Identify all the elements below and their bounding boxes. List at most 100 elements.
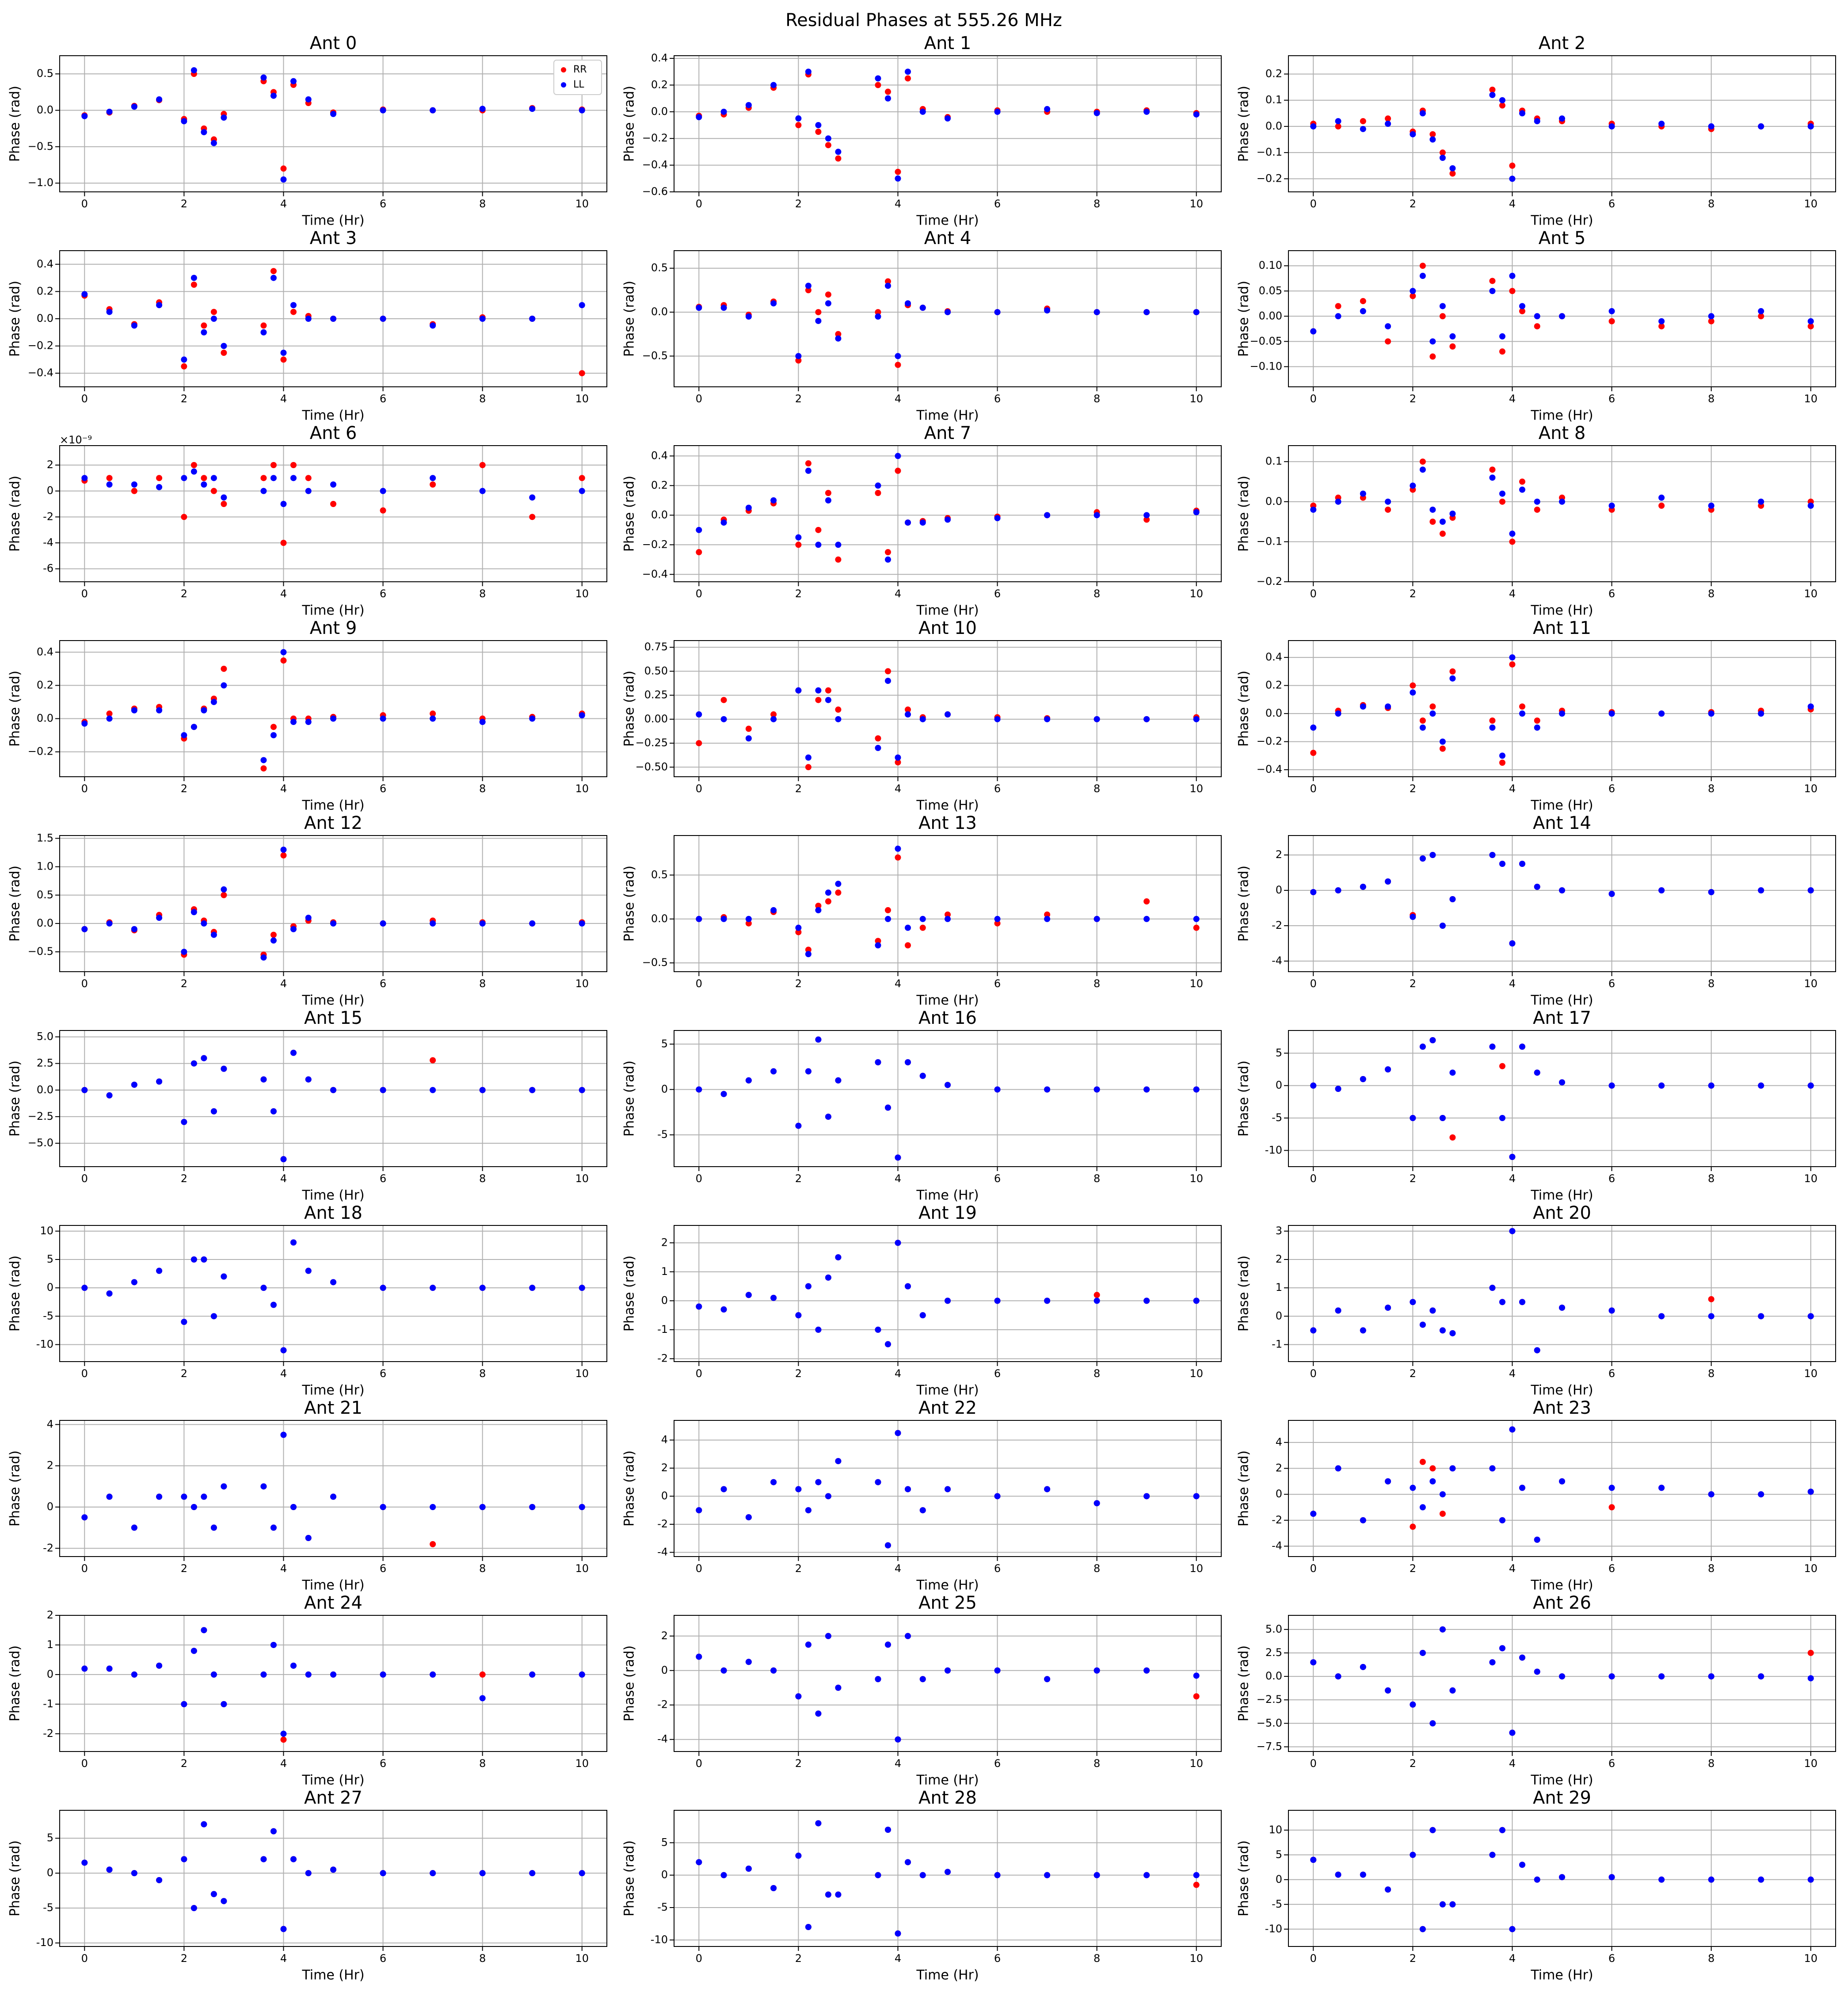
data-point	[579, 1870, 585, 1877]
x-tick-label: 4	[1509, 1952, 1516, 1965]
data-point	[529, 1671, 536, 1678]
data-point	[430, 107, 436, 114]
x-tick-label: 8	[1094, 198, 1100, 210]
axes-frame	[59, 1030, 607, 1167]
data-point	[221, 1701, 227, 1707]
data-point	[919, 1072, 926, 1079]
subplot-title: Ant 24	[304, 1593, 362, 1613]
data-point	[1310, 1857, 1317, 1863]
data-point	[994, 716, 1001, 722]
data-point	[805, 764, 812, 771]
y-tick-label: -2	[657, 1698, 668, 1711]
data-point	[1534, 323, 1540, 330]
data-point	[1310, 1082, 1317, 1089]
data-point	[1499, 498, 1505, 505]
data-point	[1193, 1297, 1200, 1304]
x-tick-label: 10	[1804, 977, 1818, 990]
data-point	[770, 82, 777, 88]
data-point	[181, 356, 187, 363]
x-tick-label: 2	[1410, 1367, 1416, 1380]
data-point	[1449, 896, 1456, 902]
data-point	[904, 300, 911, 307]
data-point	[290, 1504, 297, 1510]
data-point	[156, 1267, 163, 1274]
y-tick-label: 0.0	[37, 1084, 53, 1096]
data-point	[380, 920, 386, 927]
data-point	[106, 1290, 113, 1297]
data-point	[1335, 710, 1341, 717]
data-point	[1608, 1082, 1615, 1089]
axes-frame	[1288, 250, 1836, 387]
data-point	[1429, 338, 1436, 345]
x-axis-label: Time (Hr)	[916, 1773, 979, 1788]
data-point	[1708, 1082, 1715, 1089]
data-point	[1489, 92, 1496, 98]
data-point	[745, 1866, 752, 1872]
data-point	[745, 725, 752, 732]
x-tick-label: 10	[575, 977, 589, 990]
x-tick-label: 8	[1094, 1172, 1100, 1185]
y-axis-label: Phase (rad)	[8, 281, 23, 357]
y-tick-label: −1.0	[28, 176, 53, 189]
data-point	[290, 462, 297, 468]
data-point	[835, 149, 842, 155]
data-point	[1658, 710, 1665, 717]
data-point	[1489, 474, 1496, 481]
y-tick-label: 0.4	[37, 258, 53, 270]
data-point	[745, 1514, 752, 1521]
data-point	[221, 494, 227, 501]
y-tick-label: 2	[661, 1236, 668, 1248]
x-tick-label: 10	[575, 1952, 589, 1965]
data-point	[1310, 123, 1317, 130]
data-point	[1658, 121, 1665, 127]
data-point	[835, 542, 842, 548]
data-point	[1310, 506, 1317, 513]
subplot-title: Ant 16	[918, 1008, 977, 1028]
data-point	[81, 1859, 88, 1866]
x-tick-label: 2	[181, 1757, 187, 1770]
data-point	[1509, 538, 1516, 545]
x-tick-label: 4	[280, 198, 287, 210]
data-point	[280, 350, 287, 356]
data-point	[1449, 1687, 1456, 1694]
data-point	[191, 724, 197, 730]
data-point	[1439, 1511, 1446, 1517]
data-point	[1360, 118, 1366, 125]
x-tick-label: 10	[575, 1172, 589, 1185]
data-point	[1385, 703, 1391, 710]
data-point	[181, 475, 187, 481]
x-tick-label: 0	[696, 977, 702, 990]
y-axis-label: Phase (rad)	[8, 866, 23, 942]
data-point	[825, 898, 831, 905]
x-tick-label: 4	[280, 977, 287, 990]
data-point	[1534, 1876, 1540, 1883]
x-tick-label: 10	[1804, 1367, 1818, 1380]
y-tick-label: 2	[47, 1459, 53, 1472]
data-point	[825, 497, 831, 504]
data-point	[884, 668, 891, 675]
data-point	[1044, 1676, 1051, 1683]
data-point	[875, 482, 881, 489]
data-point	[1335, 887, 1341, 893]
data-point	[380, 715, 386, 722]
y-tick-label: 0.0	[1265, 120, 1282, 132]
data-point	[696, 1507, 702, 1514]
data-point	[835, 1684, 842, 1691]
y-axis-label: Phase (rad)	[622, 476, 637, 552]
data-point	[1519, 308, 1525, 314]
data-point	[994, 920, 1001, 927]
data-point	[1385, 1478, 1391, 1484]
x-tick-label: 10	[575, 1367, 589, 1380]
x-tick-label: 0	[696, 1172, 702, 1185]
data-point	[1658, 1484, 1665, 1491]
data-point	[579, 1504, 585, 1510]
x-tick-label: 4	[280, 1562, 287, 1575]
subplot-title: Ant 17	[1533, 1008, 1591, 1028]
data-point	[1143, 1297, 1150, 1304]
x-tick-label: 4	[1509, 588, 1516, 600]
data-point	[1708, 710, 1715, 717]
subplot-title: Ant 28	[918, 1788, 977, 1808]
data-point	[579, 370, 585, 377]
data-point	[210, 488, 217, 494]
data-point	[875, 75, 881, 82]
